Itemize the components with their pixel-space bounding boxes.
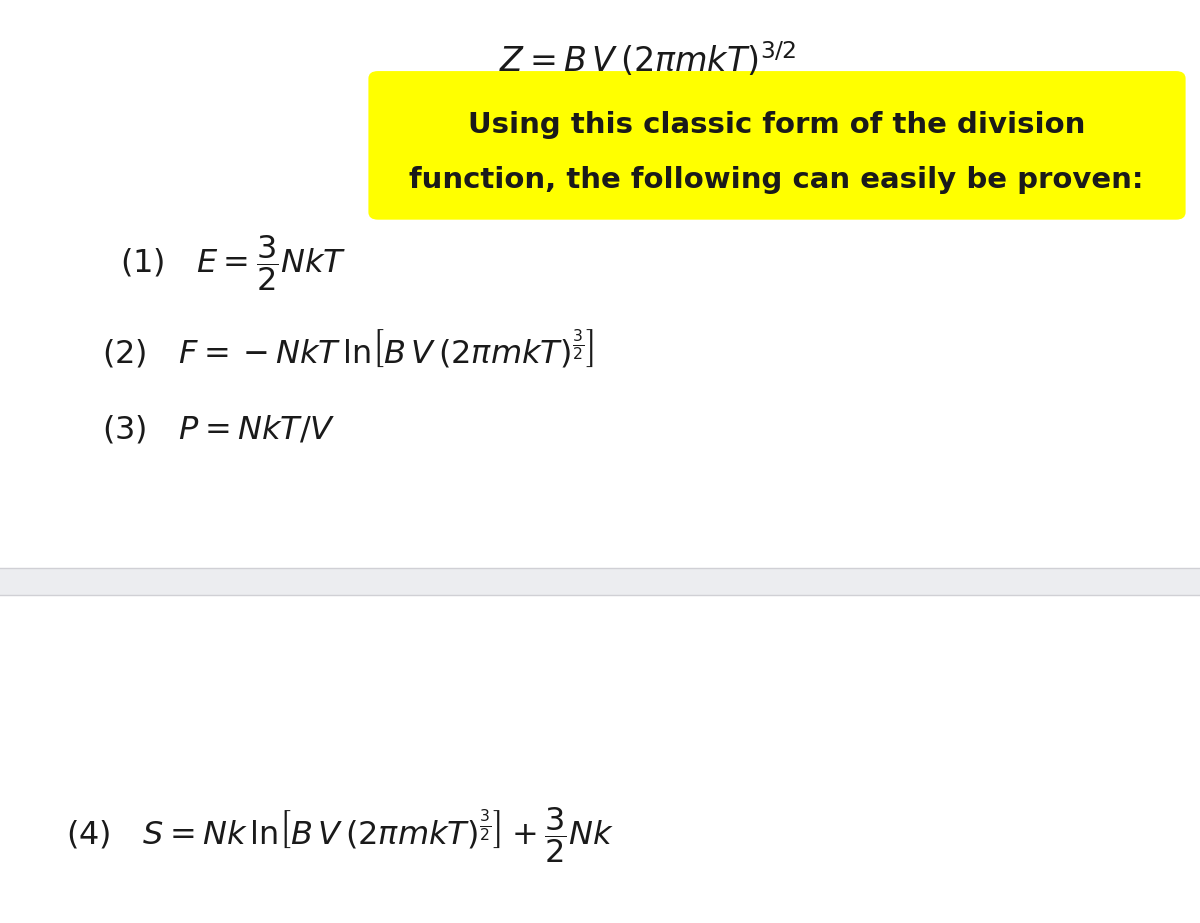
Text: $(4)\quad S = Nk\,\ln\!\left[B\,V\,(2\pi mkT)^{\frac{3}{2}}\right] + \dfrac{3}{2: $(4)\quad S = Nk\,\ln\!\left[B\,V\,(2\pi… xyxy=(66,806,614,865)
Bar xyxy=(0,0,1200,568)
Text: $(2)\quad F = -NkT\,\ln\!\left[B\,V\,(2\pi mkT)^{\frac{3}{2}}\right]$: $(2)\quad F = -NkT\,\ln\!\left[B\,V\,(2\… xyxy=(102,327,594,371)
Bar xyxy=(0,595,1200,923)
Text: function, the following can easily be proven:: function, the following can easily be pr… xyxy=(409,166,1144,194)
Text: $(3)\quad P = NkT/V$: $(3)\quad P = NkT/V$ xyxy=(102,414,336,445)
Text: Using this classic form of the division: Using this classic form of the division xyxy=(468,111,1085,138)
Text: $(1)\quad E = \dfrac{3}{2}NkT$: $(1)\quad E = \dfrac{3}{2}NkT$ xyxy=(120,234,347,293)
Bar xyxy=(0,568,1200,595)
Text: $Z = B\,V\,(2\pi mkT)^{3/2}$: $Z = B\,V\,(2\pi mkT)^{3/2}$ xyxy=(499,41,797,79)
FancyBboxPatch shape xyxy=(368,71,1186,220)
